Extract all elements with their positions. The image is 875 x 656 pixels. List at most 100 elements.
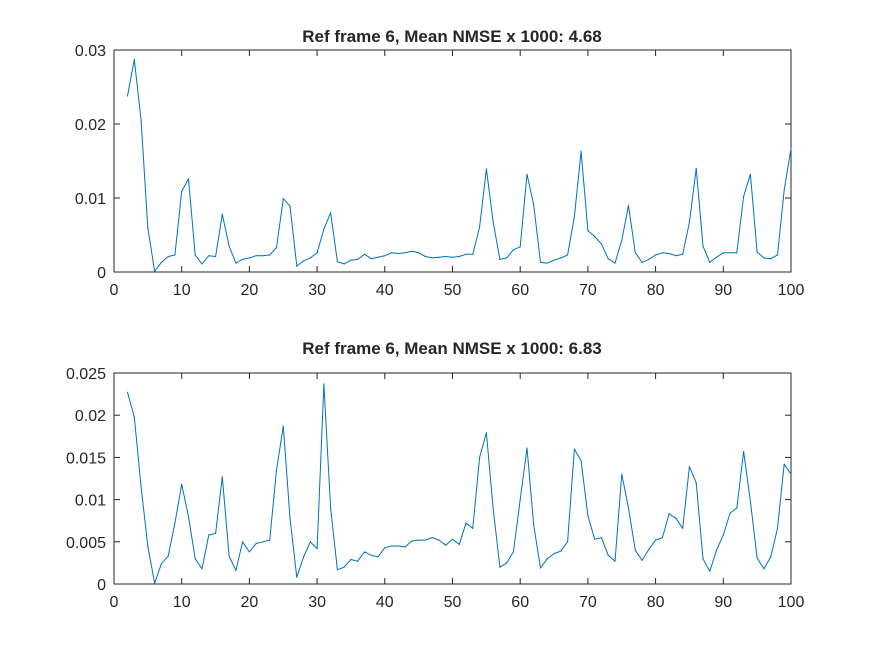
subplot-bottom-data-point — [174, 522, 176, 524]
subplot-bottom-x-tick-label: 80 — [647, 594, 665, 611]
subplot-bottom-data-point — [770, 556, 772, 558]
subplot-bottom-y-tick-label: 0.005 — [66, 535, 106, 552]
subplot-bottom-data-point — [370, 554, 372, 556]
subplot-bottom-data-point — [228, 555, 230, 557]
subplot-bottom-y-tick-label: 0.02 — [75, 408, 106, 425]
subplot-top-data-point — [330, 212, 332, 214]
subplot-top-data-point — [201, 263, 203, 265]
subplot-top-data-point — [743, 195, 745, 198]
subplot-bottom-data-point — [519, 499, 521, 501]
subplot-top-data-point — [479, 226, 481, 228]
subplot-bottom-data-point — [546, 558, 548, 560]
subplot-top-data-point — [445, 255, 447, 258]
subplot-bottom-data-point — [194, 558, 196, 560]
subplot-top-data-point — [350, 259, 352, 261]
subplot-top-data-point — [546, 262, 548, 264]
subplot-bottom-data-point — [621, 473, 623, 475]
subplot-bottom-data-point — [167, 555, 169, 557]
subplot-top-data-point — [533, 204, 535, 206]
subplot-top-data-point — [573, 215, 576, 218]
subplot-bottom-data-point — [587, 515, 589, 517]
subplot-top-data-point — [587, 230, 589, 232]
subplot-bottom-data-point — [384, 547, 386, 549]
subplot-top-x-tick-label: 30 — [308, 282, 326, 299]
subplot-top-data-point — [181, 190, 183, 192]
subplot-bottom-data-point — [147, 545, 149, 547]
subplot-bottom-data-point — [763, 568, 765, 570]
subplot-top-x-tick-label: 0 — [110, 282, 119, 299]
subplot-top-x-tick-label: 10 — [173, 282, 191, 299]
subplot-top-data-point — [451, 256, 454, 258]
subplot-top-x-tick-label: 70 — [579, 282, 597, 299]
subplot-top-data-point — [384, 255, 386, 257]
subplot-top-data-point — [357, 258, 359, 260]
subplot-top-data-point — [506, 257, 508, 259]
subplot-bottom-data-point — [255, 542, 257, 545]
subplot-top-data-point — [343, 263, 345, 265]
subplot-bottom-title: Ref frame 6, Mean NMSE x 1000: 6.83 — [302, 339, 602, 358]
subplot-bottom-data-point — [641, 559, 643, 562]
subplot-bottom-data-point — [648, 548, 650, 551]
subplot-top-data-point — [133, 59, 135, 61]
subplot-top-data-point — [397, 252, 399, 255]
subplot-top-data-point — [296, 265, 298, 267]
subplot-bottom-x-tick-label: 70 — [579, 594, 597, 611]
subplot-bottom-data-point — [126, 391, 129, 393]
subplot-bottom-x-tick-label: 40 — [376, 594, 394, 611]
subplot-top-data-point — [465, 253, 467, 255]
subplot-top-x-tick-label: 20 — [241, 282, 259, 299]
subplot-bottom-x-tick-label: 0 — [110, 594, 119, 611]
subplot-top-data-point — [641, 261, 643, 263]
subplot-bottom-y-tick-label: 0.015 — [66, 450, 106, 467]
subplot-bottom-x-tick-label: 30 — [308, 594, 326, 611]
subplot-bottom-data-point — [465, 522, 467, 524]
subplot-bottom-data-point — [688, 466, 691, 468]
subplot-top-data-point — [580, 150, 582, 152]
subplot-bottom-data-point — [668, 513, 670, 515]
subplot-bottom-data-point — [431, 537, 433, 539]
subplot-bottom-data-point — [539, 567, 542, 569]
subplot-bottom-data-point — [275, 469, 278, 471]
subplot-bottom-data-point — [458, 543, 460, 545]
subplot-top-data-point — [404, 252, 406, 254]
subplot-bottom-data-point — [600, 537, 603, 539]
subplot-bottom-data-point — [715, 549, 718, 551]
subplot-top-data-point — [472, 253, 474, 255]
subplot-top-ticks: 0 10 20 30 40 50 60 70 80 90 100 0 0.01 0.02 0.03 — [75, 43, 805, 299]
subplot-top-data-point — [235, 262, 237, 264]
subplot-top-data-point — [228, 245, 230, 247]
subplot-bottom-data-point — [404, 546, 406, 548]
subplot-bottom-data-point — [743, 450, 745, 453]
subplot-top-data-point — [160, 261, 162, 263]
subplot-top-data-point — [614, 262, 616, 264]
subplot-bottom-data-point — [438, 539, 440, 541]
subplot-bottom-data-point — [181, 483, 183, 485]
subplot-top-data-point — [668, 252, 670, 255]
subplot-top-y-tick-label: 0 — [97, 265, 106, 282]
subplot-top-data-point — [377, 256, 379, 258]
subplot-top-data-point — [221, 213, 223, 215]
subplot-bottom-data-point — [729, 512, 731, 514]
subplot-top-data-point — [147, 227, 149, 229]
subplot-top-data-point — [756, 251, 758, 253]
subplot-bottom-data-point — [573, 448, 576, 450]
subplot-bottom-data-point — [553, 553, 555, 555]
subplot-top-data-point — [309, 257, 311, 259]
subplot-top-data-point — [391, 252, 393, 254]
subplot-top-data-point — [215, 255, 217, 258]
subplot-bottom-data-point — [343, 566, 345, 568]
subplot-top-x-tick-label: 40 — [376, 282, 394, 299]
subplot-bottom-data-point — [655, 539, 657, 541]
subplot-top-data-point — [783, 189, 785, 191]
subplot-bottom-data-point — [451, 538, 454, 540]
subplot-top-data-point — [600, 243, 603, 245]
subplot-bottom-data-point — [682, 527, 684, 529]
subplot-bottom-x-tick-label: 20 — [241, 594, 259, 611]
subplot-top-data-point — [255, 255, 257, 257]
subplot-bottom-y-tick-label: 0.01 — [75, 493, 106, 510]
subplot-bottom-data-point — [790, 473, 792, 475]
subplot-bottom-axes — [113, 372, 792, 585]
subplot-top-data-point — [655, 254, 657, 256]
subplot-bottom-data-point — [445, 544, 447, 546]
subplot-top-data-point — [303, 260, 305, 262]
